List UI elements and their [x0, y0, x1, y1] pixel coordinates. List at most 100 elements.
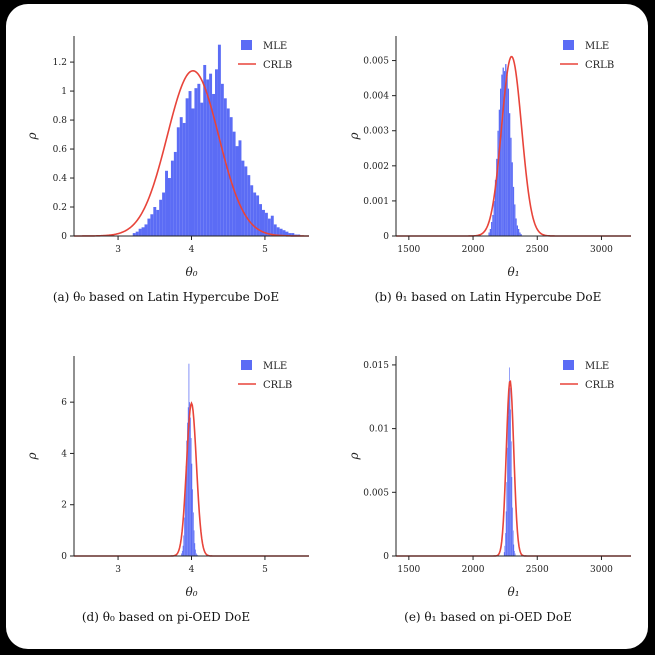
x-tick-label: 3 [115, 245, 121, 255]
mle-bar [168, 178, 171, 236]
crlb-curve [74, 70, 309, 237]
mle-bar [511, 477, 513, 556]
mle-bar [200, 102, 204, 237]
mle-bar [188, 91, 192, 236]
mle-bar [244, 166, 248, 236]
mle-bar [276, 227, 280, 236]
histogram-bars [488, 64, 522, 236]
mle-bar [498, 109, 501, 236]
mle-bar [512, 186, 515, 236]
mle-bar [513, 544, 515, 556]
mle-bar [512, 530, 514, 556]
mle-bar [191, 108, 195, 236]
mle-bar [187, 422, 188, 556]
mle-bar [507, 88, 510, 236]
y-tick-label: 0 [61, 232, 67, 242]
mle-bar [212, 93, 215, 237]
mle-bar [502, 67, 504, 236]
mle-bar [279, 228, 283, 236]
mle-bar [179, 117, 183, 236]
panel-caption: (e) θ₁ based on pi-OED DoE [404, 610, 572, 624]
histogram-bars [132, 44, 301, 237]
mle-bar [503, 71, 506, 236]
mle-bar [493, 200, 495, 236]
y-tick-label: 0 [383, 232, 389, 242]
mle-bar [259, 204, 262, 236]
y-tick-label: 0.6 [53, 145, 68, 155]
mle-bar [510, 409, 511, 556]
y-tick-label: 4 [61, 449, 67, 459]
mle-bar [181, 550, 183, 556]
x-tick-label: 1500 [397, 565, 420, 575]
mle-bar [505, 533, 506, 556]
mle-bar [491, 221, 493, 236]
y-tick-label: 0 [383, 552, 389, 562]
y-tick-label: 0.4 [53, 174, 68, 184]
mle-bar [501, 74, 503, 236]
legend-mle-swatch [241, 40, 252, 50]
mle-bar [173, 151, 177, 236]
mle-bar [516, 225, 518, 236]
mle-bar [520, 234, 522, 236]
x-tick-label: 3000 [590, 565, 613, 575]
mle-bar [190, 438, 192, 556]
x-tick-label: 5 [262, 565, 268, 575]
x-tick-label: 2500 [526, 565, 549, 575]
mle-bar [182, 545, 184, 556]
panel-caption: (d) θ₀ based on pi-OED DoE [82, 610, 250, 624]
mle-bar [511, 162, 513, 236]
mle-bar [141, 227, 145, 236]
mle-bar [144, 224, 148, 236]
mle-bar [507, 447, 508, 556]
mle-bar [507, 415, 509, 556]
mle-bar [270, 215, 274, 236]
legend-mle-label: MLE [263, 361, 287, 372]
y-tick-label: 0.015 [363, 361, 389, 371]
chart-a: 3 4 5 0 0.2 0.4 0.6 0.8 1 1.2 θ₀ ρ MLE CRLB (a) θ₀ bas… [25, 36, 309, 304]
mle-bar [162, 192, 166, 236]
mle-bar [147, 218, 151, 236]
legend-crlb-label: CRLB [263, 380, 292, 391]
mle-bar [184, 517, 185, 556]
mle-bar [193, 530, 195, 556]
mle-bar [515, 218, 517, 236]
y-tick-label: 0.005 [363, 57, 389, 67]
mle-bar [505, 511, 507, 556]
mle-bar [187, 407, 189, 556]
mle-bar [223, 98, 227, 236]
mle-bar [182, 122, 186, 236]
mle-bar [288, 233, 292, 236]
y-tick-label: 0.005 [363, 488, 389, 498]
x-tick-label: 4 [189, 565, 195, 575]
mle-bar [514, 553, 516, 556]
panel-d: 3 4 5 0 2 4 6 θ₀ ρ MLE CRLB (d) θ₀ based on pi-OED … [6, 324, 326, 634]
mle-bar [506, 74, 508, 236]
mle-bar [492, 214, 494, 236]
mle-bar [494, 179, 497, 236]
x-tick-label: 2500 [526, 245, 549, 255]
mle-bar [135, 231, 139, 236]
y-tick-label: 0 [61, 552, 67, 562]
mle-bar [512, 507, 513, 556]
x-tick-label: 5 [262, 245, 268, 255]
panel-caption: (b) θ₁ based on Latin Hypercube DoE [375, 290, 602, 304]
y-tick-label: 2 [61, 501, 67, 511]
mle-bar [488, 232, 490, 236]
mle-bar [510, 441, 512, 556]
panel-a: 3 4 5 0 0.2 0.4 0.6 0.8 1 1.2 θ₀ ρ MLE CRLB (a) θ₀ bas… [6, 4, 326, 314]
mle-bar [189, 402, 191, 556]
y-tick-label: 0.004 [363, 92, 389, 102]
mle-bar [514, 550, 515, 556]
mle-bar [197, 83, 201, 237]
mle-bar [185, 466, 187, 556]
mle-bar [188, 363, 190, 556]
mle-bar [256, 195, 260, 236]
mle-bar [500, 88, 502, 236]
legend-mle-label: MLE [585, 41, 609, 52]
y-axis-label: ρ [25, 132, 39, 140]
mle-bar [194, 88, 198, 236]
x-axis-label: θ₁ [507, 265, 519, 279]
mle-bar [192, 512, 194, 556]
y-axis-label: ρ [347, 452, 361, 460]
mle-bar [181, 553, 182, 556]
